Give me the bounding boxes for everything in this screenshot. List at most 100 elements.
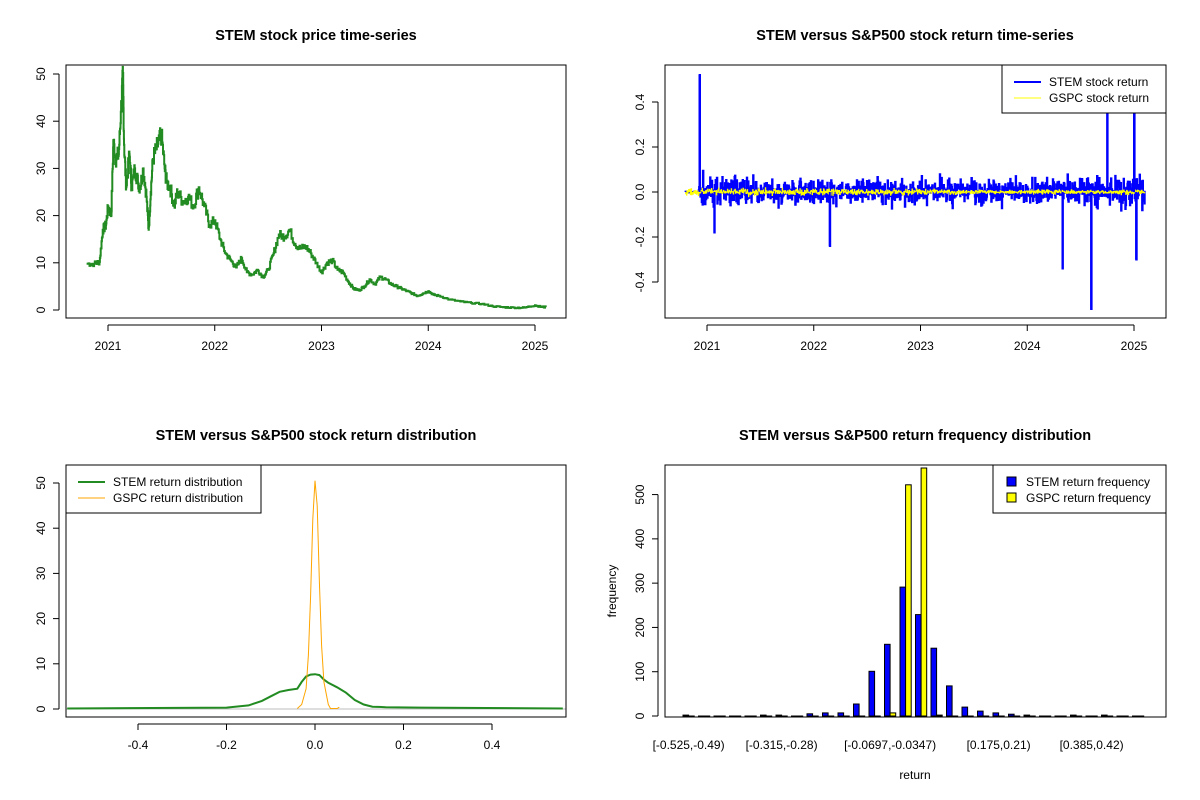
chart-title: STEM versus S&P500 stock return distribu… bbox=[156, 428, 477, 444]
plot-frame bbox=[664, 64, 1167, 319]
stem-frequency-bar bbox=[775, 714, 783, 717]
stem-frequency-bar bbox=[1085, 715, 1093, 717]
y-tick-label: 50 bbox=[34, 67, 48, 81]
stem-frequency-bar bbox=[1116, 715, 1124, 717]
gspc-frequency-bar bbox=[812, 715, 819, 717]
price-line-series bbox=[86, 65, 547, 310]
stem-frequency-bar bbox=[1039, 715, 1046, 717]
x-axis-label: return bbox=[899, 768, 930, 782]
x-tick-label: 0.2 bbox=[395, 738, 412, 752]
stem-frequency-bar bbox=[1132, 715, 1139, 717]
x-tick-label: 0.4 bbox=[484, 738, 501, 752]
stem-frequency-bar bbox=[915, 614, 922, 717]
stem-density-curve bbox=[67, 673, 563, 710]
gspc-frequency-bar bbox=[967, 715, 974, 717]
y-tick-label: 20 bbox=[34, 612, 48, 626]
gspc-frequency-bar bbox=[765, 715, 773, 717]
stem-frequency-bar bbox=[1070, 714, 1077, 717]
x-tick-label: 2025 bbox=[522, 339, 549, 353]
stem-frequency-bar bbox=[992, 712, 1000, 717]
legend-label-stem: STEM return distribution bbox=[113, 475, 242, 489]
x-tick-label: -0.2 bbox=[216, 738, 237, 752]
stem-frequency-bar bbox=[1023, 714, 1031, 717]
stem-frequency-bar bbox=[791, 715, 798, 717]
y-axis-label: frequency bbox=[605, 565, 619, 618]
stem-return-series bbox=[684, 74, 1146, 310]
y-tick-label: 0.4 bbox=[633, 93, 647, 110]
x-tick-label: 2022 bbox=[201, 339, 228, 353]
gspc-frequency-bar bbox=[1137, 715, 1145, 717]
stem-frequency-bar bbox=[884, 643, 891, 717]
plot-frame bbox=[664, 464, 1167, 718]
gspc-frequency-bar bbox=[796, 715, 804, 717]
stem-frequency-bar bbox=[822, 712, 829, 717]
gspc-frequency-bar bbox=[1029, 715, 1036, 717]
x-tick-label: [-0.0697,-0.0347) bbox=[844, 738, 936, 752]
plot-frame bbox=[65, 64, 567, 319]
y-tick-label: 0.0 bbox=[633, 183, 647, 200]
gspc-frequency-bar bbox=[998, 715, 1005, 717]
stem-frequency-bar bbox=[1008, 713, 1015, 717]
gspc-density-curve bbox=[296, 480, 340, 709]
y-tick-label: -0.4 bbox=[633, 271, 647, 292]
legend-box bbox=[65, 464, 262, 514]
stem-frequency-bar bbox=[744, 715, 752, 717]
gspc-frequency-bar bbox=[719, 715, 726, 717]
gspc-frequency-bar bbox=[1106, 715, 1114, 717]
legend-box bbox=[1001, 64, 1167, 114]
x-tick-label: 2025 bbox=[1121, 339, 1148, 353]
y-tick-label: 10 bbox=[34, 256, 48, 270]
stem-frequency-bar bbox=[899, 586, 907, 717]
gspc-frequency-bar bbox=[858, 715, 866, 717]
stem-frequency-bar bbox=[977, 710, 984, 717]
stem-frequency-bar bbox=[1054, 715, 1062, 717]
y-tick-label: 30 bbox=[34, 566, 48, 580]
gspc-frequency-bar bbox=[920, 467, 928, 717]
x-tick-label: 2024 bbox=[415, 339, 442, 353]
x-tick-label: 2023 bbox=[308, 339, 335, 353]
gspc-frequency-bar bbox=[843, 715, 850, 717]
gspc-frequency-bar bbox=[1013, 715, 1021, 717]
gspc-frequency-bar bbox=[827, 715, 835, 717]
stem-frequency-bar bbox=[930, 647, 938, 717]
legend-label-gspc: GSPC return frequency bbox=[1026, 491, 1151, 505]
stem-frequency-bar bbox=[729, 715, 736, 717]
legend-box bbox=[992, 464, 1167, 514]
chart-title: STEM stock price time-series bbox=[215, 28, 416, 44]
legend-label-gspc: GSPC return distribution bbox=[113, 491, 243, 505]
legend-swatch-stem bbox=[1006, 476, 1017, 487]
chart-title: STEM versus S&P500 stock return time-ser… bbox=[756, 28, 1074, 44]
x-tick-label: 0.0 bbox=[307, 738, 324, 752]
gspc-frequency-bar bbox=[734, 715, 742, 717]
stem-frequency-bar bbox=[961, 706, 969, 717]
y-tick-label: 50 bbox=[34, 476, 48, 490]
plot-frame bbox=[65, 464, 567, 718]
gspc-frequency-bar bbox=[982, 715, 990, 717]
stem-frequency-bar bbox=[853, 703, 860, 717]
x-tick-label: -0.4 bbox=[128, 738, 149, 752]
gspc-frequency-bar bbox=[1091, 715, 1098, 717]
gspc-frequency-bar bbox=[1060, 715, 1067, 717]
y-tick-label: 300 bbox=[633, 573, 647, 593]
y-tick-label: 0.2 bbox=[633, 138, 647, 155]
y-tick-label: 400 bbox=[633, 529, 647, 549]
panel-return-timeseries: STEM versus S&P500 stock return time-ser… bbox=[633, 28, 1167, 353]
gspc-frequency-bar bbox=[688, 715, 695, 717]
y-tick-label: 0 bbox=[633, 712, 647, 719]
y-tick-label: 200 bbox=[633, 617, 647, 637]
stem-frequency-bar bbox=[713, 715, 721, 717]
y-tick-label: 10 bbox=[34, 657, 48, 671]
panel-return-histogram: STEM versus S&P500 return frequency dist… bbox=[605, 428, 1167, 782]
legend-label-gspc: GSPC stock return bbox=[1049, 91, 1149, 105]
legend: STEM return frequency GSPC return freque… bbox=[992, 464, 1167, 514]
gspc-frequency-bar bbox=[703, 715, 711, 717]
y-tick-label: 0 bbox=[34, 705, 48, 712]
y-tick-label: 100 bbox=[633, 661, 647, 681]
stem-frequency-bar bbox=[698, 715, 705, 717]
stem-frequency-bar bbox=[1101, 714, 1108, 717]
y-tick-label: 500 bbox=[633, 484, 647, 504]
gspc-frequency-bar bbox=[951, 715, 959, 717]
legend: STEM stock return GSPC stock return bbox=[1001, 64, 1167, 114]
gspc-frequency-bar bbox=[750, 715, 757, 717]
